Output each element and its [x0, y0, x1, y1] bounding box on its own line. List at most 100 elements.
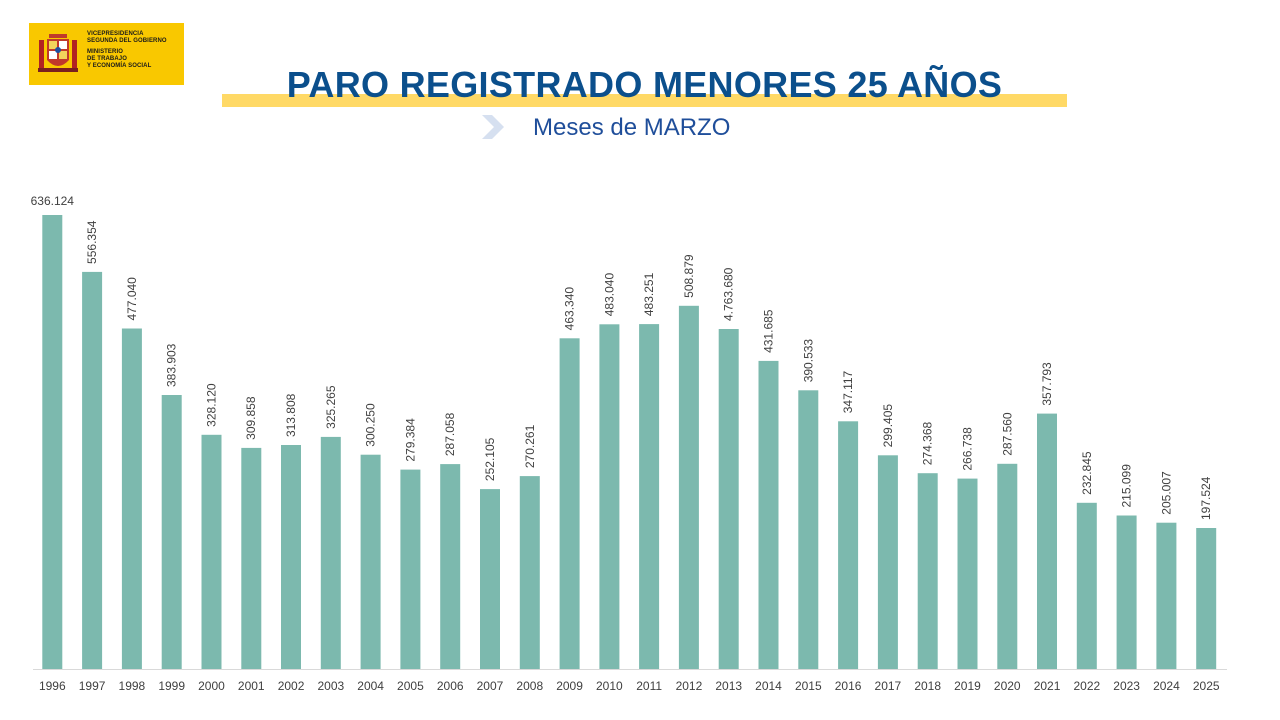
bar-2008: [519, 476, 540, 669]
x-tick-label-1997: 1997: [79, 679, 106, 693]
bar-2013: [718, 329, 739, 669]
x-tick-label-2000: 2000: [198, 679, 225, 693]
x-tick-label-2019: 2019: [954, 679, 981, 693]
data-label-2017: 299.405: [881, 404, 895, 448]
data-label-2013: 4.763.680: [722, 267, 736, 321]
data-label-2005: 279.384: [403, 418, 417, 462]
title-underline-band: [222, 94, 1067, 107]
bar-2010: [599, 324, 620, 669]
data-label-2021: 357.793: [1040, 362, 1054, 406]
bar-2025: [1196, 528, 1217, 669]
x-tick-label-2014: 2014: [755, 679, 782, 693]
bar-2024: [1156, 522, 1177, 669]
data-label-2010: 483.040: [602, 273, 616, 317]
bar-2007: [480, 489, 500, 669]
bar-2014: [758, 360, 779, 669]
bar-2022: [1076, 502, 1097, 669]
data-label-2024: 205.007: [1159, 471, 1173, 515]
bar-2019: [957, 478, 978, 669]
bar-1996: [42, 215, 63, 669]
bar-1998: [121, 328, 142, 669]
bar-2003: [320, 436, 341, 669]
bar-2005: [400, 469, 421, 669]
logo-line: Y ECONOMÍA SOCIAL: [87, 63, 152, 69]
x-tick-label-2006: 2006: [437, 679, 464, 693]
x-tick-label-2017: 2017: [875, 679, 902, 693]
data-label-2002: 313.808: [284, 393, 298, 437]
data-label-2018: 274.368: [921, 421, 935, 465]
x-tick-label-2022: 2022: [1073, 679, 1100, 693]
data-label-2006: 287.058: [443, 412, 457, 456]
x-tick-label-2001: 2001: [238, 679, 265, 693]
x-tick-label-2010: 2010: [596, 679, 623, 693]
x-tick-label-2003: 2003: [317, 679, 344, 693]
x-tick-label-1999: 1999: [158, 679, 185, 693]
x-tick-label-2021: 2021: [1034, 679, 1061, 693]
bar-2023: [1116, 515, 1137, 669]
ministry-logo: VICEPRESIDENCIA SEGUNDA DEL GOBIERNO MIN…: [29, 23, 184, 85]
data-label-2000: 328.120: [204, 383, 218, 427]
coat-of-arms-icon: [38, 34, 78, 72]
x-tick-label-2020: 2020: [994, 679, 1021, 693]
data-label-2015: 390.533: [801, 339, 815, 383]
x-tick-label-1996: 1996: [39, 679, 66, 693]
x-tick-label-2023: 2023: [1113, 679, 1140, 693]
bar-2020: [997, 463, 1018, 669]
data-label-2001: 309.858: [244, 396, 258, 440]
data-label-2007: 252.105: [483, 437, 497, 481]
x-tick-label-2015: 2015: [795, 679, 822, 693]
data-label-2014: 431.685: [762, 309, 776, 353]
data-label-2003: 325.265: [324, 385, 338, 429]
data-label-1998: 477.040: [125, 277, 139, 321]
data-label-1997: 556.354: [85, 220, 99, 264]
data-label-2012: 508.879: [682, 254, 696, 298]
bar-2004: [360, 454, 381, 669]
bar-2011: [639, 324, 660, 669]
x-tick-label-1998: 1998: [119, 679, 146, 693]
logo-line: MINISTERIO: [87, 49, 124, 55]
x-tick-label-2005: 2005: [397, 679, 424, 693]
bar-2006: [440, 464, 461, 669]
bar-2009: [559, 338, 580, 669]
x-tick-label-2011: 2011: [636, 679, 662, 693]
data-label-2020: 287.560: [1000, 412, 1014, 456]
bar-2018: [917, 473, 938, 669]
x-tick-label-2008: 2008: [516, 679, 543, 693]
data-label-1999: 383.903: [165, 343, 179, 387]
x-tick-label-2002: 2002: [278, 679, 305, 693]
data-label-2016: 347.117: [841, 370, 855, 413]
logo-line: VICEPRESIDENCIA: [87, 31, 144, 37]
data-label-2023: 215.099: [1120, 464, 1134, 508]
logo-line: SEGUNDA DEL GOBIERNO: [87, 38, 167, 44]
bar-2012: [678, 305, 699, 669]
bar-2016: [838, 421, 859, 669]
data-label-2019: 266.738: [960, 427, 974, 471]
bar-2021: [1037, 413, 1057, 669]
x-tick-label-2004: 2004: [357, 679, 384, 693]
data-label-1996: 636.124: [31, 194, 75, 208]
page-title: PARO REGISTRADO MENORES 25 AÑOS: [286, 64, 1003, 105]
x-tick-label-2018: 2018: [914, 679, 941, 693]
bar-1999: [161, 395, 182, 669]
bar-2015: [798, 390, 819, 669]
x-tick-label-2012: 2012: [676, 679, 703, 693]
data-label-2004: 300.250: [364, 403, 378, 447]
data-label-2025: 197.524: [1199, 476, 1213, 520]
bar-2017: [877, 455, 898, 669]
x-tick-label-2025: 2025: [1193, 679, 1220, 693]
data-label-2009: 463.340: [563, 287, 577, 331]
data-label-2011: 483.251: [642, 272, 656, 316]
bar-2002: [281, 445, 301, 669]
x-tick-label-2016: 2016: [835, 679, 862, 693]
x-tick-label-2009: 2009: [556, 679, 583, 693]
bar-1997: [82, 271, 103, 669]
data-label-2022: 232.845: [1080, 451, 1094, 495]
logo-line: DE TRABAJO: [87, 56, 128, 62]
page-subtitle: Meses de MARZO: [533, 114, 731, 141]
chevron-right-icon: [482, 115, 504, 139]
data-label-2008: 270.261: [523, 424, 537, 468]
bar-2001: [241, 447, 262, 669]
x-tick-label-2024: 2024: [1153, 679, 1180, 693]
x-tick-label-2007: 2007: [477, 679, 504, 693]
